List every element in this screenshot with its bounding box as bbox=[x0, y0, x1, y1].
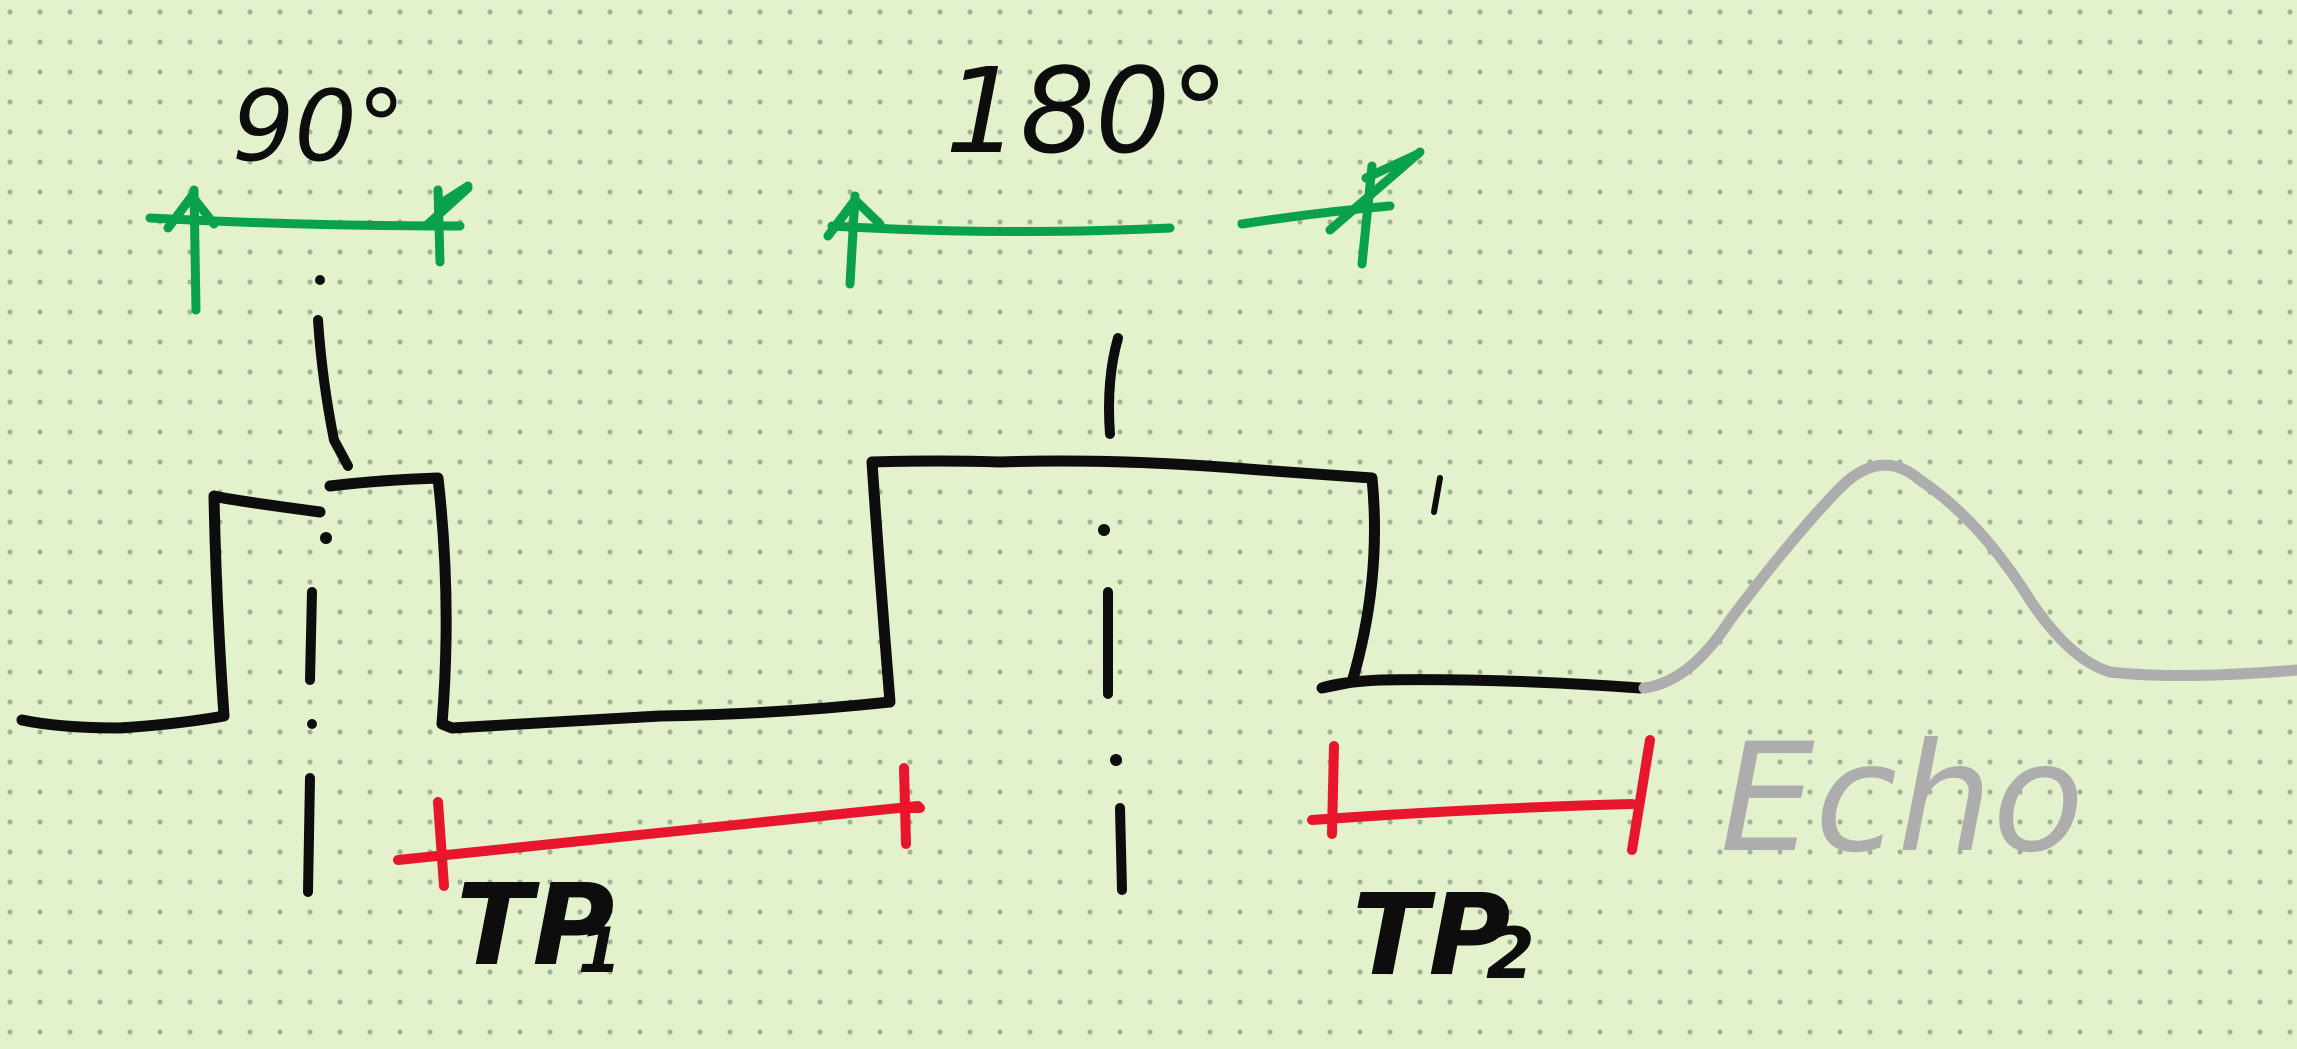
pulse-waveform bbox=[16, 455, 1646, 734]
tp1-subscript: 1 bbox=[578, 914, 621, 987]
angle-label-90: 90° bbox=[232, 70, 406, 184]
green-arrow-left bbox=[145, 181, 473, 315]
tp2-main-text: TP bbox=[1352, 871, 1510, 1001]
red-bracket-tp2 bbox=[1307, 735, 1655, 855]
echo-signal bbox=[1638, 459, 2297, 694]
red-bracket-tp1 bbox=[393, 763, 925, 891]
green-arrow-middle-right bbox=[1237, 147, 1425, 269]
tp1-label: TP 1 bbox=[456, 861, 621, 991]
center-line-right bbox=[1431, 475, 1443, 515]
echo-label: Echo bbox=[1720, 712, 2084, 886]
tp1-main-text: TP bbox=[456, 861, 614, 991]
center-line-middle bbox=[1098, 333, 1127, 895]
green-arrow-middle-left bbox=[823, 191, 1175, 289]
tp2-label: TP 2 bbox=[1352, 871, 1535, 1001]
center-line-left bbox=[303, 275, 353, 897]
tp2-subscript: 2 bbox=[1486, 913, 1535, 995]
angle-label-180: 180° bbox=[945, 42, 1229, 180]
